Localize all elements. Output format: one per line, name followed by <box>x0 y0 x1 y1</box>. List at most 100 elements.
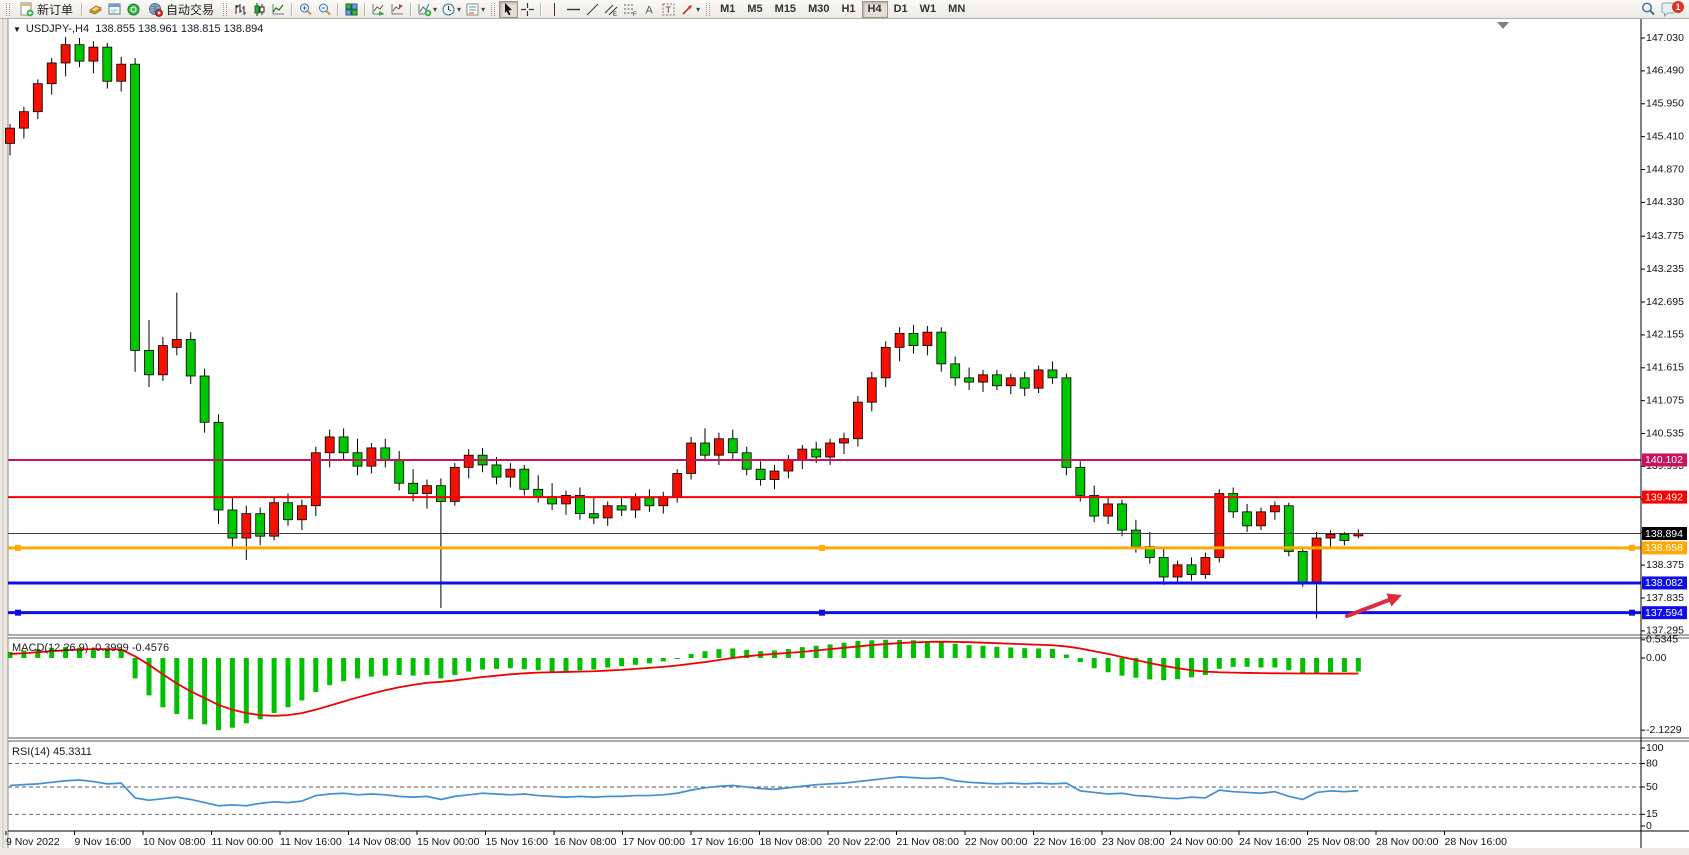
macd-histogram-bar <box>674 658 680 659</box>
zoom-out-button[interactable] <box>315 1 334 18</box>
candle-chart-button[interactable] <box>250 1 269 18</box>
pane-separator[interactable] <box>8 738 1689 741</box>
chart-menu-triangle-icon[interactable]: ▼ <box>13 25 21 34</box>
candle-up <box>241 513 252 539</box>
horizontal-line-button[interactable] <box>564 1 583 18</box>
rsi-label: RSI(14) 45.3311 <box>12 746 92 758</box>
templates-icon <box>466 3 479 15</box>
vertical-line-button[interactable] <box>545 1 564 18</box>
line-handle[interactable] <box>15 609 21 616</box>
time-tick-label: 14 Nov 08:00 <box>349 836 412 848</box>
macd-histogram-bar <box>883 639 889 658</box>
toolbar-grip-standard[interactable] <box>6 2 10 16</box>
periods-icon <box>442 3 455 15</box>
chart-shift-marker[interactable] <box>1497 22 1509 29</box>
candle-up <box>714 438 724 456</box>
channel-button[interactable]: E <box>602 1 621 18</box>
candle-down <box>227 509 238 539</box>
line-handle[interactable] <box>819 544 825 551</box>
time-tick-label: 25 Nov 08:00 <box>1308 836 1371 848</box>
timeframe-w1-button[interactable]: W1 <box>914 1 943 18</box>
timeframe-h1-button[interactable]: H1 <box>835 1 861 18</box>
tile-windows-button[interactable] <box>342 1 361 18</box>
time-tick-label: 17 Nov 16:00 <box>691 836 754 848</box>
candle-down <box>283 502 293 521</box>
rsi-tick-label: 80 <box>1646 757 1658 769</box>
macd-histogram-bar <box>396 658 402 675</box>
arrows-button[interactable]: ▾ <box>678 1 702 18</box>
line-handle[interactable] <box>15 544 21 551</box>
timeframe-d1-button[interactable]: D1 <box>888 1 914 18</box>
text-label-button[interactable]: T <box>659 1 678 18</box>
bar-chart-icon <box>235 3 247 15</box>
candle-up <box>769 470 780 480</box>
text-button[interactable]: A <box>640 1 659 18</box>
new-order-button[interactable]: 新订单 <box>14 1 78 18</box>
auto-scroll-button[interactable] <box>369 1 388 18</box>
timeframe-m1-button[interactable]: M1 <box>714 1 741 18</box>
candle-down <box>338 436 349 454</box>
toolbar-grip-line-studies[interactable] <box>491 2 496 16</box>
pane-separator[interactable] <box>8 635 1689 638</box>
line-chart-button[interactable] <box>269 1 288 18</box>
line-handle[interactable] <box>1629 609 1635 616</box>
candle-up <box>171 339 182 348</box>
macd-histogram-bar <box>730 648 736 658</box>
autotrade-button[interactable]: 自动交易 <box>143 1 219 18</box>
cursor-button[interactable] <box>499 0 519 18</box>
search-button[interactable] <box>1638 1 1658 18</box>
data-window-button[interactable] <box>105 1 124 18</box>
macd-histogram-bar <box>1328 658 1333 673</box>
macd-histogram-bar <box>897 639 903 658</box>
crosshair-button[interactable] <box>518 1 537 18</box>
notifications-button[interactable]: 1 <box>1658 0 1684 18</box>
timeframe-mn-button[interactable]: MN <box>942 1 971 18</box>
candle-down <box>199 375 210 423</box>
macd-histogram-bar <box>243 658 249 724</box>
candle-down <box>102 46 113 82</box>
trendline-button[interactable] <box>583 1 602 18</box>
candle-down <box>1242 511 1252 527</box>
line-handle[interactable] <box>1629 544 1635 551</box>
price-tick-label: 143.235 <box>1646 263 1684 275</box>
candle-down <box>1228 493 1239 513</box>
macd-histogram-bar <box>285 658 291 708</box>
line-handle[interactable] <box>819 609 825 616</box>
price-tick-label: 145.950 <box>1646 98 1684 110</box>
timeframe-m15-button[interactable]: M15 <box>769 1 802 18</box>
chart-surface[interactable]: 147.030 146.490 145.950 145.410 144.870 144.3… <box>0 19 1689 855</box>
cursor-icon <box>505 2 513 15</box>
timeframe-m30-button[interactable]: M30 <box>802 1 835 18</box>
macd-histogram-bar <box>355 658 360 679</box>
price-tick-label: 137.295 <box>1646 625 1684 637</box>
time-tick-label: 20 Nov 22:00 <box>828 836 891 848</box>
navigator-button[interactable] <box>124 1 143 18</box>
bar-chart-button[interactable] <box>231 1 250 18</box>
periods-button[interactable]: ▾ <box>439 1 463 18</box>
window-bottom-edge <box>0 848 1689 855</box>
annotation-arrow-tail[interactable] <box>1345 597 1391 618</box>
toolbar-grip-timeframes[interactable] <box>706 2 711 16</box>
market-depth-button[interactable] <box>86 1 105 18</box>
time-tick-label: 10 Nov 08:00 <box>143 836 206 848</box>
timeframe-h4-button[interactable]: H4 <box>861 0 888 18</box>
chart-shift-icon <box>391 3 404 14</box>
navigator-icon <box>127 3 140 15</box>
annotation-arrow-head[interactable] <box>1386 593 1402 607</box>
candle-up <box>449 466 460 502</box>
indicators-button[interactable]: ▾ <box>415 1 439 18</box>
candle-up <box>18 111 29 129</box>
timeframe-m5-button[interactable]: M5 <box>741 1 768 18</box>
toolbar-grip-charts[interactable] <box>223 2 228 16</box>
chart-shift-button[interactable] <box>388 1 407 18</box>
fibonacci-button[interactable]: F <box>621 1 640 18</box>
macd-histogram-bar <box>35 649 41 658</box>
price-tick-label: 146.490 <box>1646 65 1684 77</box>
macd-histogram-bar <box>1133 658 1139 678</box>
templates-button[interactable]: ▾ <box>463 1 487 18</box>
macd-histogram-bar <box>7 651 13 658</box>
macd-histogram-bar <box>855 641 861 658</box>
zoom-in-button[interactable] <box>296 1 315 18</box>
candle-down <box>491 464 502 478</box>
price-tick-label: 141.075 <box>1646 394 1684 406</box>
